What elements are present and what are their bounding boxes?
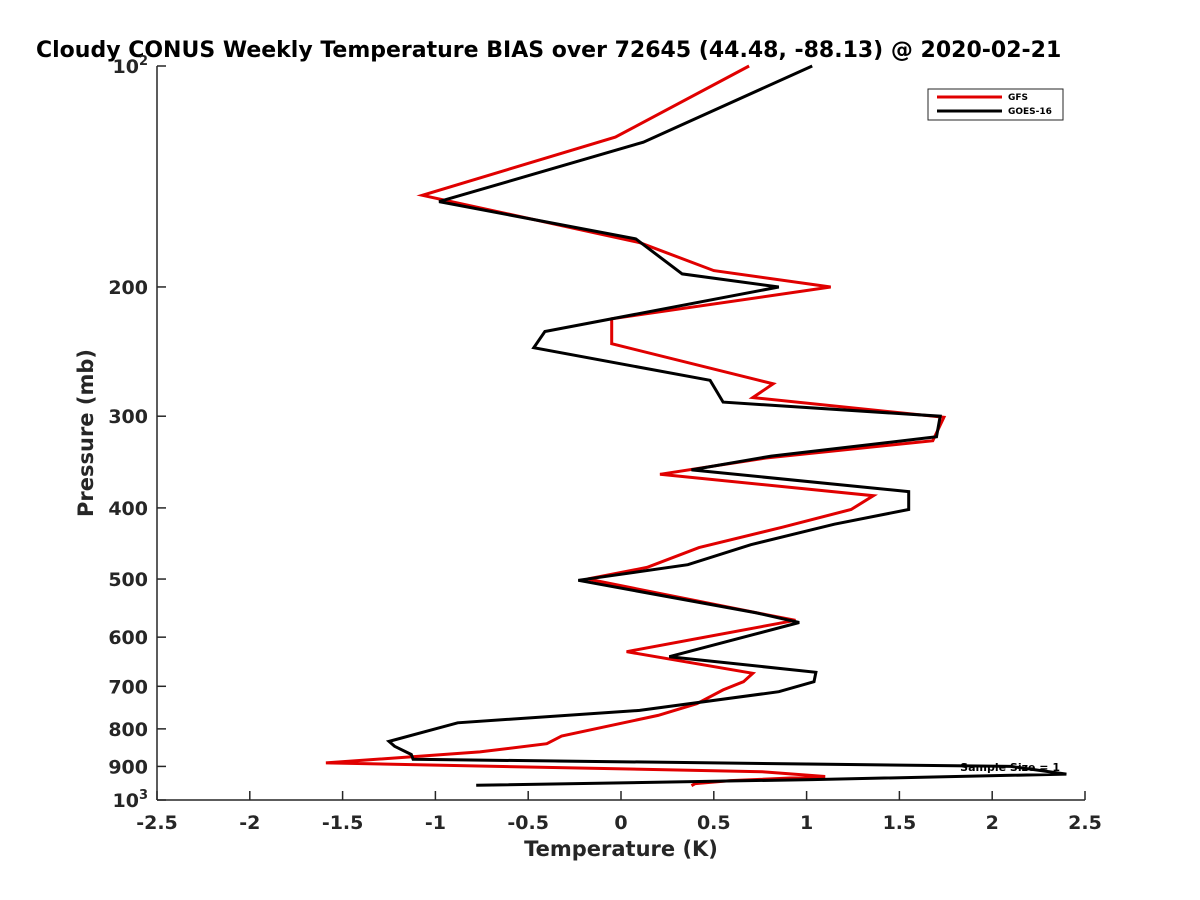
y-axis-label: Pressure (mb) xyxy=(74,349,98,517)
y-tick-label: 700 xyxy=(108,676,148,698)
y-tick-label: 103 xyxy=(113,788,149,812)
legend-label: GOES-16 xyxy=(1008,107,1052,117)
plot-area xyxy=(156,66,1085,801)
y-tick-label: 600 xyxy=(108,627,148,649)
series-line-gfs xyxy=(325,64,947,788)
x-tick-label: -2.5 xyxy=(136,812,178,834)
x-tick-label: 2 xyxy=(986,812,999,834)
y-tick-base: 10 xyxy=(113,56,139,78)
y-tick-label: 500 xyxy=(108,569,148,591)
y-tick-label: 102 xyxy=(113,54,149,78)
y-tick-label: 400 xyxy=(108,498,148,520)
x-tick-label: 0 xyxy=(614,812,627,834)
series-layer xyxy=(325,64,1067,788)
x-tick-label: -1 xyxy=(425,812,446,834)
y-tick-exponent: 3 xyxy=(139,788,148,803)
chart-title: Cloudy CONUS Weekly Temperature BIAS ove… xyxy=(36,38,1061,63)
y-tick-base: 10 xyxy=(113,790,139,812)
x-tick-label: -1.5 xyxy=(322,812,364,834)
x-tick-label: 1 xyxy=(800,812,813,834)
legend: GFS GOES-16 xyxy=(927,88,1064,121)
y-tick-exponent: 2 xyxy=(139,54,148,69)
x-axis-label: Temperature (K) xyxy=(524,837,718,861)
series-line-goes-16 xyxy=(385,64,1067,787)
y-tick-label: 200 xyxy=(108,277,148,299)
x-tick-label: 1.5 xyxy=(883,812,917,834)
x-tick-label: -0.5 xyxy=(507,812,549,834)
x-tick-label: -2 xyxy=(239,812,260,834)
y-tick-label: 300 xyxy=(108,406,148,428)
legend-label: GFS xyxy=(1008,93,1028,103)
legend-box xyxy=(927,88,1064,121)
x-axis-ticks: -2.5 -2 -1.5 -1 -0.5 0 0.5 1 1.5 2 2.5 xyxy=(136,791,1102,834)
sample-size-annotation: Sample Size = 1 xyxy=(960,761,1060,774)
y-tick-label: 800 xyxy=(108,719,148,741)
x-tick-label: 0.5 xyxy=(697,812,731,834)
x-tick-label: 2.5 xyxy=(1068,812,1102,834)
y-tick-label: 900 xyxy=(108,756,148,778)
